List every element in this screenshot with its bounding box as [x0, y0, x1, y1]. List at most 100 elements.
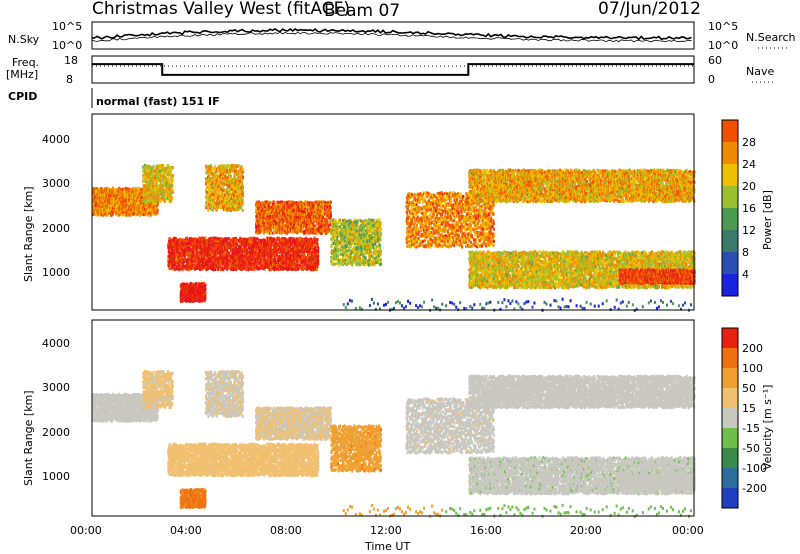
power-cell [232, 190, 234, 194]
power-cell [163, 179, 166, 183]
power-cell [144, 166, 147, 169]
power-cell [156, 165, 158, 169]
power-cell [226, 209, 229, 213]
power-cell [229, 191, 232, 195]
power-cell [121, 203, 124, 207]
power-cell [209, 164, 212, 168]
power-cell [235, 193, 237, 197]
power-cell [214, 166, 217, 170]
power-cell [216, 191, 219, 195]
power-cell [165, 171, 168, 175]
power-cell [144, 209, 147, 213]
power-cell [208, 204, 211, 208]
power-cell [230, 204, 232, 208]
power-cell [223, 206, 226, 210]
power-cell [218, 173, 221, 177]
power-cell [153, 184, 155, 188]
power-cell [151, 212, 154, 216]
power-cell [168, 181, 171, 185]
power-cell [158, 185, 161, 188]
power-cell [317, 262, 320, 266]
power-cell [206, 191, 209, 194]
power-cell [145, 187, 148, 191]
power-cell [291, 265, 294, 269]
power-cell [127, 203, 130, 207]
power-cell [242, 168, 245, 172]
power-cell [215, 201, 218, 205]
power-cell [102, 187, 104, 191]
power-cell [118, 197, 121, 201]
power-cell [242, 190, 245, 194]
power-cell [234, 170, 237, 174]
power-cell [157, 199, 160, 203]
power-cell [231, 200, 234, 203]
power-cell [154, 191, 157, 194]
nave-tick-top: 60 [708, 54, 722, 67]
power-cell [241, 208, 244, 212]
power-cell [152, 166, 155, 170]
power-cell [149, 167, 152, 171]
power-cell [98, 194, 101, 198]
power-cell [226, 207, 229, 211]
power-cell [160, 190, 163, 194]
power-cell [211, 167, 214, 171]
power-cell [146, 167, 149, 171]
power-cell [224, 177, 227, 181]
power-cell [218, 191, 221, 195]
power-cell [216, 169, 219, 173]
freq-tick-bottom: 8 [66, 73, 73, 86]
power-cell [164, 175, 167, 179]
power-cell [101, 200, 104, 204]
power-cell [317, 246, 320, 250]
power-cell [155, 198, 158, 202]
power-cell [219, 195, 222, 198]
power-cell [219, 179, 222, 182]
power-cell [150, 174, 153, 178]
power-cell [128, 191, 130, 194]
power-cell [231, 179, 234, 183]
power-cell [223, 167, 226, 170]
power-cell [152, 176, 155, 180]
power-cell [225, 189, 228, 193]
power-cell [155, 167, 158, 170]
nsearch-tick-bottom: 10^0 [708, 39, 738, 52]
power-cell [219, 184, 222, 188]
power-cell [230, 208, 233, 212]
power-cell [205, 165, 208, 169]
power-cell [148, 208, 151, 211]
power-cell [210, 196, 213, 200]
power-cell [102, 213, 105, 217]
power-cell [220, 173, 223, 177]
power-cell [229, 169, 232, 173]
power-cell [209, 189, 212, 193]
power-cell [216, 184, 219, 188]
power-cell [167, 166, 170, 170]
power-cell [140, 194, 143, 198]
power-cell [124, 186, 127, 190]
power-cell [269, 201, 272, 205]
power-cell [214, 173, 217, 177]
power-cell [118, 186, 121, 190]
power-cell [99, 213, 102, 217]
power-cell [102, 211, 104, 214]
power-cell [232, 202, 235, 206]
power-cell [152, 170, 155, 174]
power-cell [109, 211, 112, 215]
power-cell [132, 190, 135, 194]
power-cell [125, 213, 128, 217]
power-cell [233, 204, 236, 208]
power-cell [169, 170, 172, 174]
power-cell [217, 202, 219, 206]
nsearch-series [91, 31, 692, 43]
nsky-tick-top: 10^5 [52, 20, 82, 33]
power-cell [170, 174, 173, 178]
power-cell [145, 179, 148, 183]
power-cell [137, 189, 140, 193]
power-cell [93, 187, 96, 191]
cpid-label: CPID [8, 90, 37, 103]
power-cell [205, 181, 208, 185]
power-cell [160, 199, 163, 203]
power-cell [170, 185, 173, 189]
power-cell [161, 177, 164, 181]
